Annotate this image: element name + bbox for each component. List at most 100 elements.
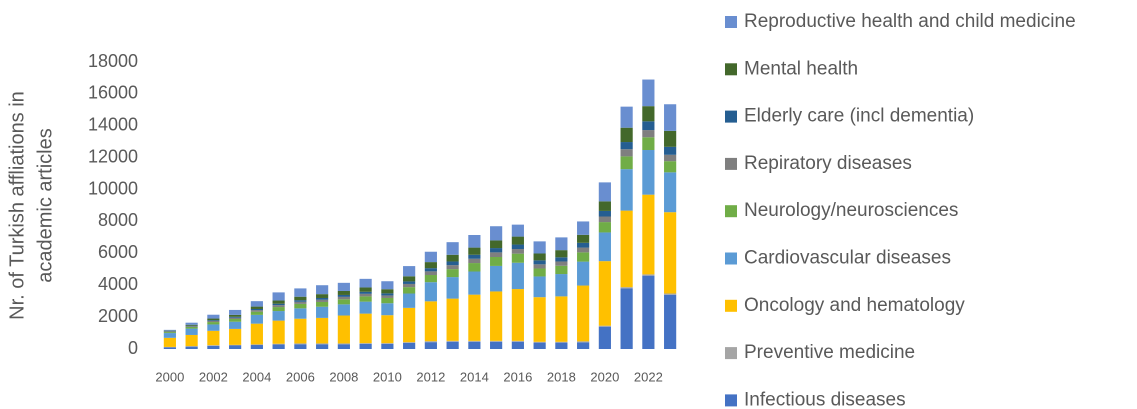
- bar-segment: [620, 156, 633, 170]
- bar-segment: [229, 345, 242, 349]
- bar-segment: [381, 281, 394, 290]
- bar-segment: [533, 253, 546, 261]
- bar-segment: [250, 345, 263, 349]
- bar-segment: [577, 221, 590, 235]
- bar-segment: [620, 288, 633, 349]
- bar-segment: [490, 226, 503, 241]
- bar-segment: [598, 210, 611, 217]
- bar-segment: [424, 262, 437, 269]
- bar-segment: [229, 309, 242, 315]
- bar-segment: [337, 343, 350, 345]
- bar-segment: [337, 282, 350, 291]
- bar-segment: [468, 294, 481, 341]
- bar-segment: [533, 260, 546, 265]
- bar-segment: [381, 289, 394, 294]
- bar-segment: [316, 297, 329, 300]
- bar-segment: [403, 342, 416, 343]
- y-tick-label: 8000: [98, 210, 138, 230]
- legend-label: Preventive medicine: [744, 342, 915, 363]
- bar-segment: [294, 288, 307, 297]
- x-tick-label: 2020: [590, 369, 619, 384]
- x-tick-label: 2008: [329, 369, 358, 384]
- bar-segment: [468, 263, 481, 272]
- bar-segment: [229, 321, 242, 329]
- bar-segment: [316, 285, 329, 295]
- legend-swatch: [725, 110, 737, 123]
- bar-segment: [207, 345, 220, 346]
- legend-label: Repiratory diseases: [744, 153, 912, 174]
- bar-segment: [642, 137, 655, 151]
- bar-segment: [359, 287, 372, 292]
- bar-segment: [468, 254, 481, 259]
- bar-segment: [664, 212, 677, 294]
- x-tick-label: 2002: [199, 369, 228, 384]
- bar-segment: [163, 337, 176, 347]
- bar-segment: [163, 330, 176, 332]
- bar-segment: [642, 130, 655, 138]
- bar-segment: [272, 303, 285, 306]
- bar-segment: [577, 234, 590, 243]
- bar-segment: [229, 316, 242, 318]
- bar-segment: [207, 318, 220, 321]
- legend-swatch: [725, 394, 737, 407]
- bar-segment: [446, 254, 459, 262]
- y-tick-label: 4000: [98, 274, 138, 294]
- bar-segment: [359, 278, 372, 288]
- bar-segment: [511, 236, 524, 245]
- bar-segment: [664, 154, 677, 162]
- bar-segment: [294, 303, 307, 309]
- bar-segment: [163, 347, 176, 349]
- bar-segment: [577, 285, 590, 342]
- bar-segment: [533, 297, 546, 342]
- bar-segment: [250, 310, 263, 312]
- legend-label: Reproductive health and child medicine: [744, 11, 1076, 32]
- bar-segment: [424, 282, 437, 302]
- bar-segment: [250, 301, 263, 307]
- bar-segment: [511, 341, 524, 349]
- bar-segment: [272, 343, 285, 345]
- bar-segment: [272, 307, 285, 312]
- x-tick-label: 2016: [503, 369, 532, 384]
- legend-swatch: [725, 347, 737, 360]
- bar-segment: [403, 283, 416, 288]
- legend-swatch: [725, 63, 737, 76]
- y-tick-label: 12000: [88, 146, 138, 166]
- bar-segment: [294, 308, 307, 319]
- bar-segment: [577, 247, 590, 253]
- bar-segment: [424, 301, 437, 342]
- bar-segment: [424, 271, 437, 276]
- bar-segment: [403, 307, 416, 343]
- bar-segment: [424, 268, 437, 272]
- bar-segment: [381, 297, 394, 304]
- bar-segment: [446, 242, 459, 255]
- legend-label: Infectious diseases: [744, 389, 906, 409]
- bar-segment: [598, 201, 611, 211]
- bar-segment: [468, 340, 481, 342]
- y-axis-label: academic articles: [34, 128, 56, 283]
- bar-segment: [468, 271, 481, 295]
- bar-segment: [598, 222, 611, 233]
- bar-segment: [490, 341, 503, 349]
- bar-segment: [272, 305, 285, 308]
- bar-segment: [446, 340, 459, 342]
- bar-segment: [490, 340, 503, 342]
- bar-segment: [490, 291, 503, 341]
- bar-segment: [555, 341, 568, 343]
- bar-segment: [359, 293, 372, 297]
- bar-segment: [185, 326, 198, 329]
- bar-segment: [468, 234, 481, 248]
- bar-segment: [250, 323, 263, 345]
- bar-segment: [577, 242, 590, 248]
- bar-segment: [446, 269, 459, 278]
- bar-segment: [642, 194, 655, 275]
- bar-segment: [642, 79, 655, 107]
- bar-segment: [424, 251, 437, 263]
- bar-segment: [533, 264, 546, 269]
- bar-segment: [316, 317, 329, 344]
- bar-segment: [294, 296, 307, 301]
- bar-segment: [424, 342, 437, 349]
- bar-segment: [642, 150, 655, 195]
- x-tick-label: 2000: [155, 369, 184, 384]
- bar-segment: [272, 311, 285, 321]
- bar-segment: [381, 315, 394, 344]
